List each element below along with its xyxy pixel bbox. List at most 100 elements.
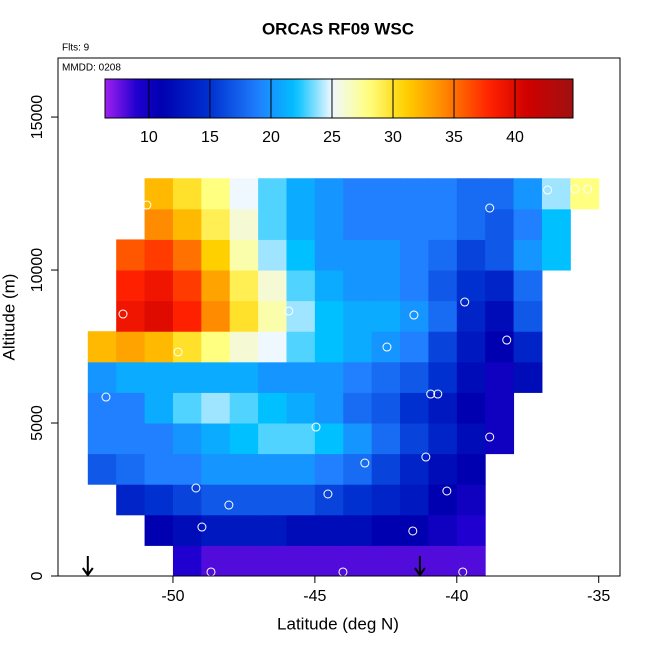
heat-cell [400,331,429,363]
heat-cell [144,423,174,455]
heat-cell [314,178,344,210]
heatmap [87,178,600,576]
heat-cell [144,453,174,485]
heat-cell [144,178,174,210]
heat-cell [286,514,316,546]
sample-point [583,184,593,194]
heat-cell [428,300,458,332]
sample-point [173,347,183,357]
heat-cell [541,208,571,240]
heat-cell [201,453,231,485]
heat-cell [172,208,202,240]
heat-cell [201,514,231,546]
heat-cell [456,453,486,485]
sample-point [101,392,111,402]
heat-cell [343,484,373,516]
heat-cell [485,331,515,363]
heat-cell [201,392,231,424]
heat-cell [201,361,231,393]
heat-cell [428,239,458,271]
heat-cell [513,208,543,240]
heat-cell [371,178,401,210]
heat-cell [314,484,344,516]
heat-cell [286,545,316,576]
heat-cell [144,392,174,424]
heat-cell [400,178,429,210]
heat-cell [343,423,373,455]
heat-cell [371,239,401,271]
sample-point [426,389,436,399]
heat-cell [314,300,344,332]
y-axis-label: Altitude (m) [0,274,18,361]
sample-point [311,422,321,432]
sample-point [502,335,512,345]
heat-cell [343,270,373,302]
y-tick-label: 5000 [29,405,46,441]
heat-cell [400,484,429,516]
heat-cell [456,300,486,332]
colorbar-tick-label: 15 [201,129,219,146]
heat-cell [371,331,401,363]
heat-cell [229,361,259,393]
sample-point [284,306,294,316]
heat-cell [258,208,287,240]
heat-cell [400,361,429,393]
heat-cell [258,239,287,271]
heat-cell [456,239,486,271]
heat-cell [286,484,316,516]
heat-cell [229,423,259,455]
heat-cell [428,453,458,485]
heat-cell [229,392,259,424]
heat-cell [456,208,486,240]
colorbar-tick-label: 40 [506,129,524,146]
heat-cell [428,270,458,302]
heat-cell [229,545,259,576]
heat-cell [485,361,515,393]
y-tick-label: 15000 [29,95,46,140]
heat-cell [286,361,316,393]
heat-cell [400,300,429,332]
heat-cell [116,270,146,302]
sample-point [570,184,580,194]
heat-cell [428,545,458,576]
heat-cell [570,178,600,210]
heat-cell [513,331,543,363]
heat-cell [456,514,486,546]
heat-cell [371,484,401,516]
heat-cell [258,484,287,516]
heat-cell [513,300,543,332]
heat-cell [229,208,259,240]
heat-cell [258,514,287,546]
colorbar-tick-label: 10 [140,129,158,146]
sample-point [442,486,452,496]
heat-cell [201,423,231,455]
heat-cell [258,300,287,332]
heat-cell [343,300,373,332]
heat-cell [314,392,344,424]
heat-cell [229,270,259,302]
heat-cell [172,484,202,516]
heat-cell [428,361,458,393]
sample-point [409,310,419,320]
heat-cell [513,270,543,302]
colorbar-tick-label: 30 [384,129,402,146]
heat-cell [258,423,287,455]
heat-cell [229,484,259,516]
heat-cell [286,178,316,210]
heat-cell [314,239,344,271]
heat-cell [286,423,316,455]
heat-cell [371,545,401,576]
heat-cell [286,300,316,332]
heat-cell [172,239,202,271]
annotation: Flts: 9 [62,43,90,54]
heat-cell [87,453,117,485]
heat-cell [314,270,344,302]
sample-point [460,297,470,307]
heat-cell [343,331,373,363]
sample-point [382,342,392,352]
heat-cell [400,270,429,302]
heat-cell [485,423,515,455]
heat-cell [541,239,571,271]
heat-cell [229,453,259,485]
sample-point [543,185,553,195]
